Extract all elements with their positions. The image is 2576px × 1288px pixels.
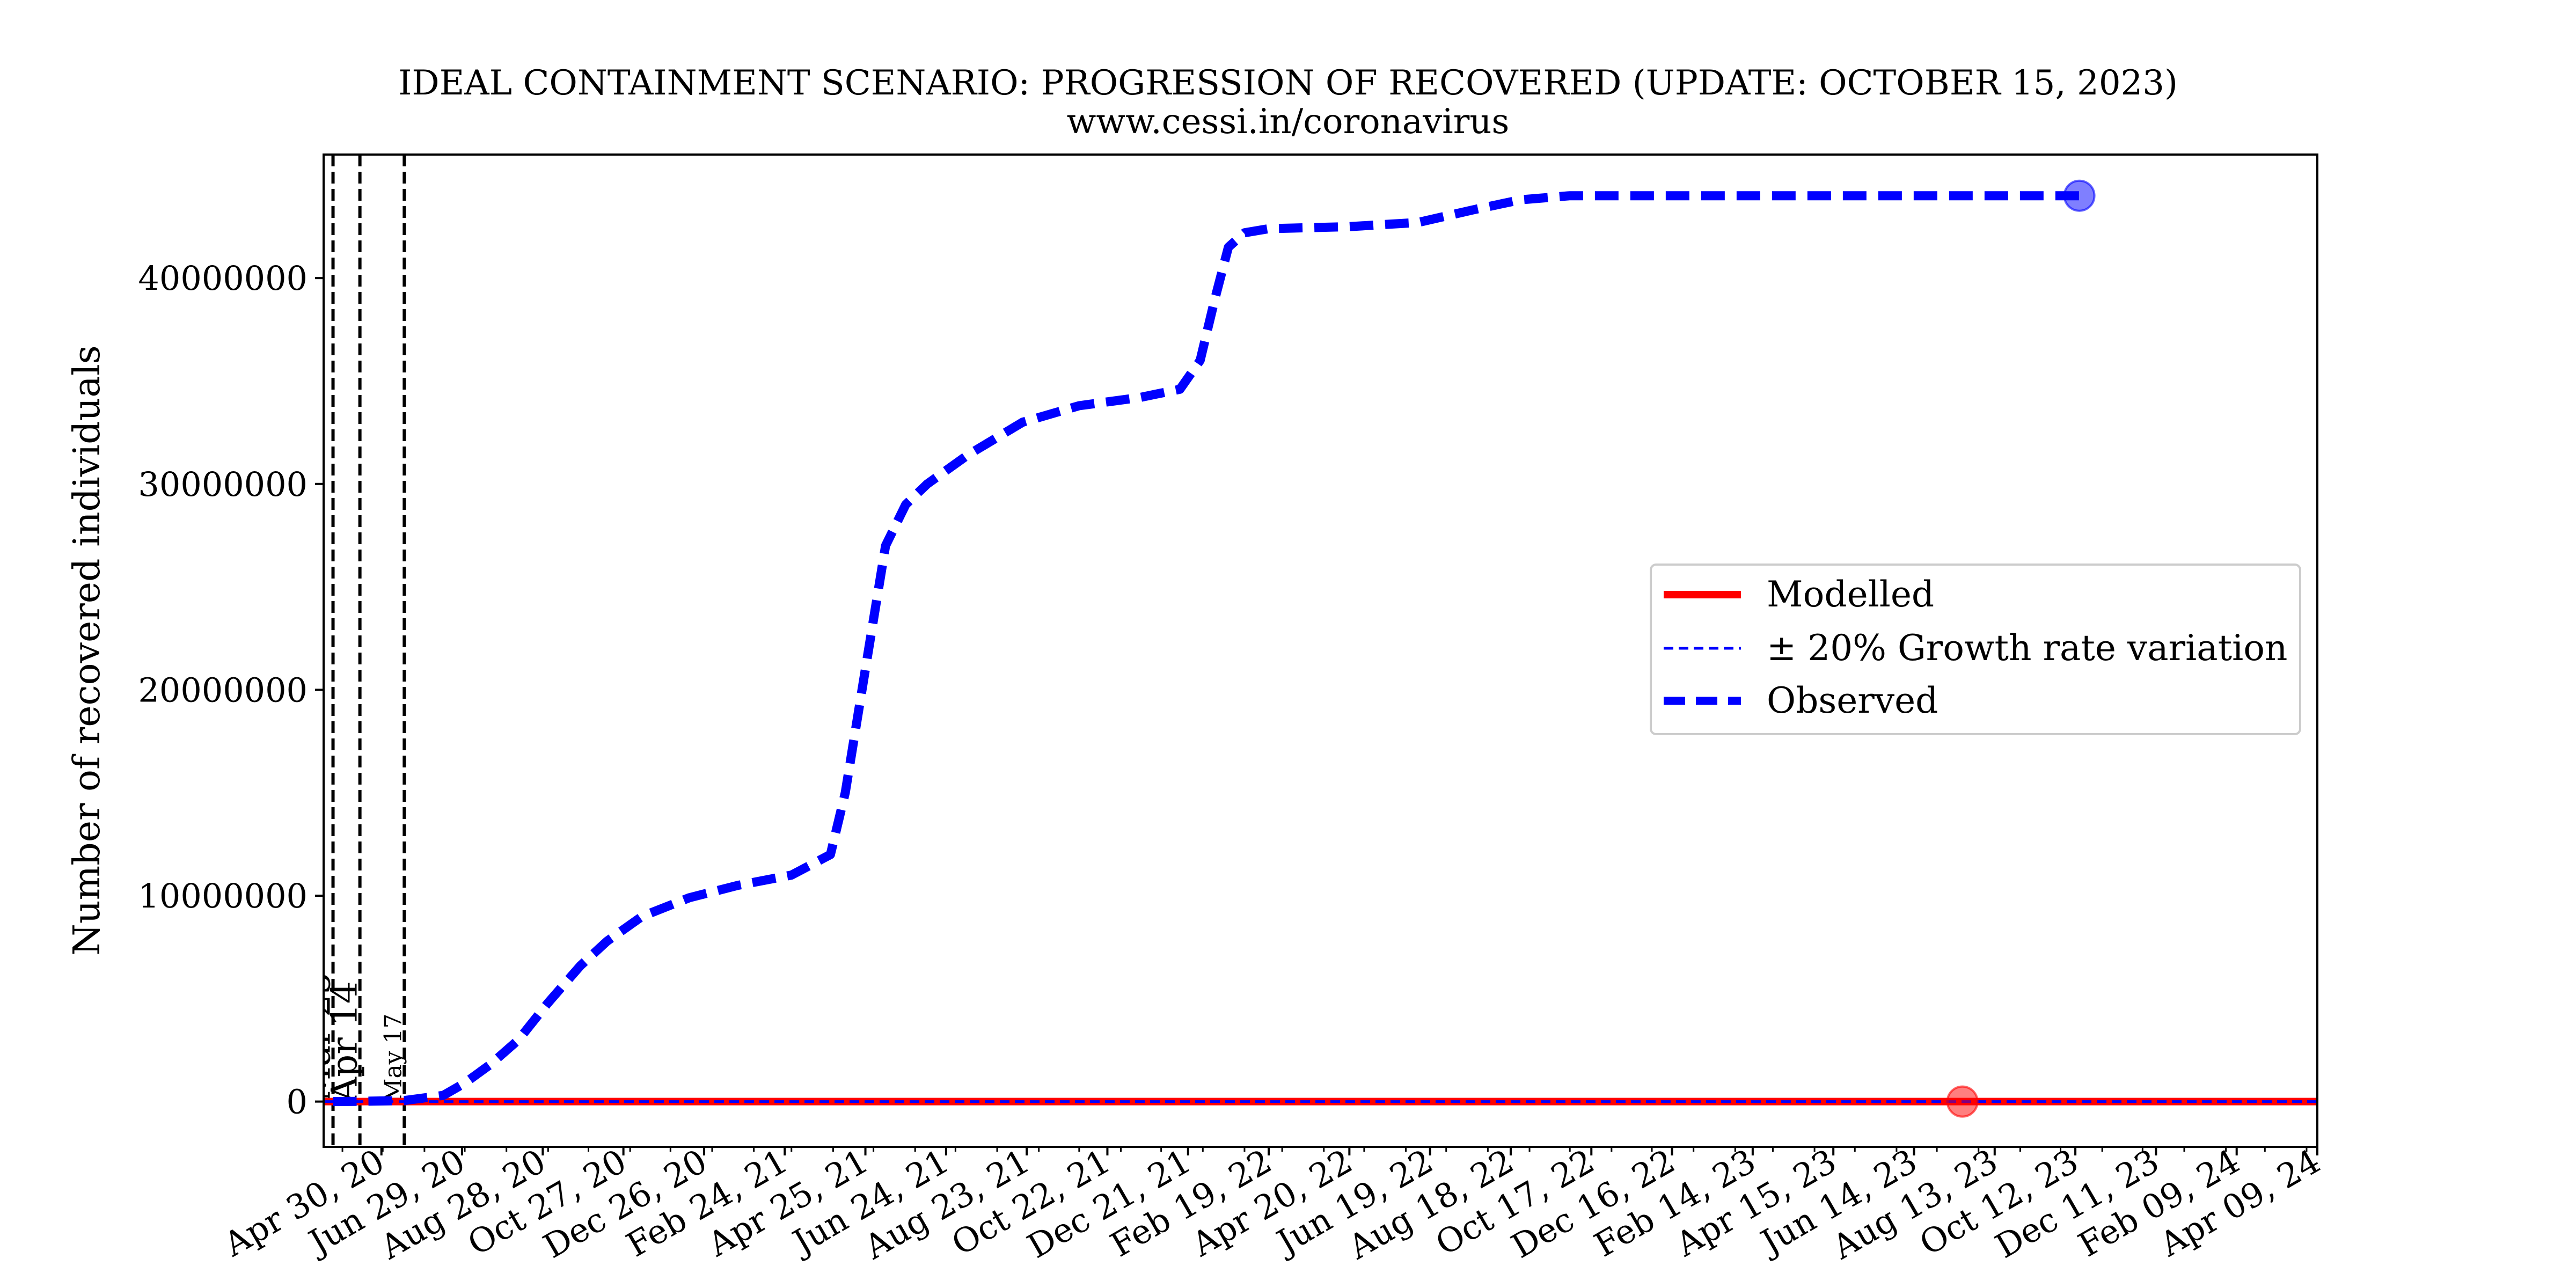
y-tick-label-3: 30000000 (138, 465, 308, 504)
marker-modelled (1946, 1085, 1979, 1118)
legend-label-modelled: Modelled (1767, 574, 1934, 615)
series-line-observed (333, 191, 2080, 1107)
legend-label-observed: Observed (1767, 680, 1938, 721)
chart-subtitle: www.cessi.in/coronavirus (1067, 102, 1510, 142)
y-tick-label-1: 10000000 (138, 876, 308, 916)
legend-box (1650, 564, 2301, 735)
y-tick-label-0: 0 (287, 1082, 308, 1122)
vline-label-apr-14: Apr 14 (324, 981, 365, 1103)
chart-title: IDEAL CONTAINMENT SCENARIO: PROGRESSION … (398, 63, 2178, 103)
plot-frame (323, 153, 2318, 1148)
marker-observed (2063, 179, 2096, 212)
y-axis-label: Number of recovered individuals (66, 345, 108, 955)
y-tick-label-2: 20000000 (138, 670, 308, 709)
vline-label-may-17: May 17 (379, 1013, 407, 1102)
y-tick-label-4: 40000000 (138, 259, 308, 298)
vline-label-mar-25: Mar 25 (297, 972, 339, 1102)
legend-label-20-growth-rate-variation: ± 20% Growth rate variation (1767, 627, 2287, 669)
